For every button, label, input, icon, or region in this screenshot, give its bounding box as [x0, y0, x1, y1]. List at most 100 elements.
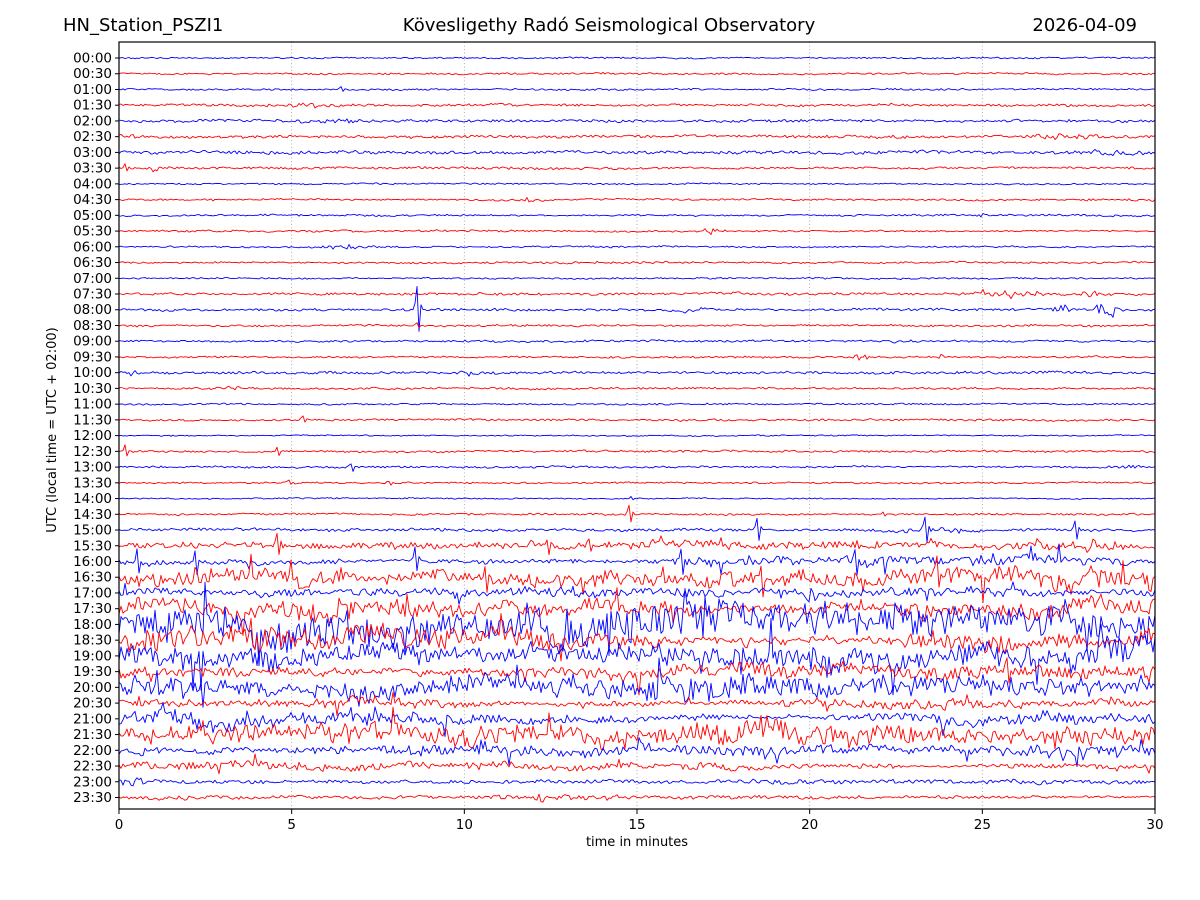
trace-row-08:30 [119, 322, 1155, 329]
y-tick-label: 19:00 [73, 648, 112, 664]
trace-row-17:00 [119, 581, 1155, 605]
station-title: HN_Station_PSZI1 [63, 15, 223, 36]
date-title: 2026-04-09 [1032, 15, 1137, 36]
trace-row-10:30 [119, 385, 1155, 391]
y-tick-label: 21:30 [73, 727, 112, 743]
trace-row-19:30 [119, 657, 1155, 696]
trace-row-06:30 [119, 260, 1155, 265]
y-tick-label: 07:00 [73, 271, 112, 287]
trace-plot-area: 00:0000:3001:0001:3002:0002:3003:0003:30… [73, 41, 1164, 833]
y-tick-label: 10:30 [73, 381, 112, 397]
y-tick-label: 05:00 [73, 208, 112, 224]
y-tick-label: 08:30 [73, 318, 112, 334]
trace-row-00:00 [119, 56, 1155, 60]
y-tick-label: 13:30 [73, 475, 112, 491]
y-tick-label: 14:30 [73, 507, 112, 523]
y-tick-label: 15:30 [73, 538, 112, 554]
trace-row-09:00 [119, 339, 1155, 344]
y-tick-label: 18:30 [73, 633, 112, 649]
y-tick-label: 12:00 [73, 428, 112, 444]
trace-row-23:00 [119, 777, 1155, 787]
trace-row-18:30 [119, 613, 1155, 662]
trace-row-19:00 [119, 617, 1155, 696]
y-tick-label: 01:30 [73, 98, 112, 114]
y-tick-label: 08:00 [73, 302, 112, 318]
y-tick-label: 22:00 [73, 743, 112, 759]
y-tick-label: 09:00 [73, 334, 112, 350]
trace-row-08:00 [119, 286, 1155, 332]
trace-row-04:30 [119, 197, 1155, 203]
y-tick-label: 15:00 [73, 523, 112, 539]
trace-row-21:30 [119, 706, 1155, 751]
trace-row-07:30 [119, 288, 1155, 300]
x-tick-label: 15 [628, 817, 645, 833]
trace-row-16:30 [119, 553, 1155, 604]
trace-row-14:30 [119, 504, 1155, 523]
trace-row-15:00 [119, 516, 1155, 543]
y-tick-label: 05:30 [73, 224, 112, 240]
trace-row-13:00 [119, 463, 1155, 472]
trace-row-03:30 [119, 163, 1155, 173]
trace-row-05:00 [119, 213, 1155, 218]
x-tick-label: 0 [115, 817, 124, 833]
trace-row-21:00 [119, 702, 1155, 737]
trace-row-23:30 [119, 793, 1155, 803]
y-tick-label: 03:00 [73, 145, 112, 161]
y-tick-label: 23:00 [73, 774, 112, 790]
trace-row-15:30 [119, 532, 1155, 556]
y-tick-label: 12:30 [73, 444, 112, 460]
trace-row-14:00 [119, 496, 1155, 501]
trace-row-11:00 [119, 402, 1155, 406]
trace-row-17:30 [119, 587, 1155, 636]
y-tick-label: 04:30 [73, 192, 112, 208]
trace-row-09:30 [119, 353, 1155, 361]
y-tick-label: 10:00 [73, 365, 112, 381]
y-tick-label: 17:00 [73, 585, 112, 601]
trace-row-20:30 [119, 691, 1155, 716]
trace-row-22:30 [119, 753, 1155, 775]
y-tick-label: 17:30 [73, 601, 112, 617]
y-tick-label: 16:00 [73, 554, 112, 570]
trace-row-01:30 [119, 102, 1155, 109]
x-tick-label: 20 [801, 817, 818, 833]
y-tick-label: 03:30 [73, 161, 112, 177]
y-axis-label: UTC (local time = UTC + 02:00) [45, 327, 60, 532]
y-tick-label: 13:00 [73, 460, 112, 476]
x-tick-label: 10 [456, 817, 473, 833]
trace-row-11:30 [119, 415, 1155, 423]
y-tick-label: 23:30 [73, 790, 112, 806]
y-tick-label: 00:00 [73, 51, 112, 67]
x-tick-label: 5 [287, 817, 296, 833]
trace-row-02:00 [119, 118, 1155, 124]
trace-row-00:30 [119, 71, 1155, 76]
y-tick-label: 16:30 [73, 570, 112, 586]
trace-row-18:00 [119, 581, 1155, 667]
trace-row-12:30 [119, 444, 1155, 457]
trace-row-07:00 [119, 276, 1155, 280]
y-tick-label: 06:00 [73, 239, 112, 255]
trace-row-22:00 [119, 737, 1155, 767]
trace-row-13:30 [119, 479, 1155, 486]
y-tick-label: 02:30 [73, 129, 112, 145]
y-tick-label: 21:00 [73, 711, 112, 727]
seismic-traces [119, 56, 1155, 803]
y-tick-label: 11:30 [73, 412, 112, 428]
y-tick-label: 14:00 [73, 491, 112, 507]
trace-row-01:00 [119, 86, 1155, 92]
trace-row-05:30 [119, 228, 1155, 236]
y-tick-label: 20:30 [73, 696, 112, 712]
observatory-title: Kövesligethy Radó Seismological Observat… [403, 15, 816, 36]
x-tick-label: 25 [974, 817, 991, 833]
y-tick-labels: 00:0000:3001:0001:3002:0002:3003:0003:30… [73, 51, 119, 806]
trace-row-12:00 [119, 434, 1155, 438]
y-tick-label: 00:30 [73, 66, 112, 82]
y-tick-label: 11:00 [73, 397, 112, 413]
y-tick-label: 18:00 [73, 617, 112, 633]
y-tick-label: 09:30 [73, 349, 112, 365]
trace-row-10:00 [119, 370, 1155, 377]
y-tick-label: 19:30 [73, 664, 112, 680]
y-tick-label: 02:00 [73, 113, 112, 129]
y-tick-label: 22:30 [73, 759, 112, 775]
trace-row-06:00 [119, 244, 1155, 250]
